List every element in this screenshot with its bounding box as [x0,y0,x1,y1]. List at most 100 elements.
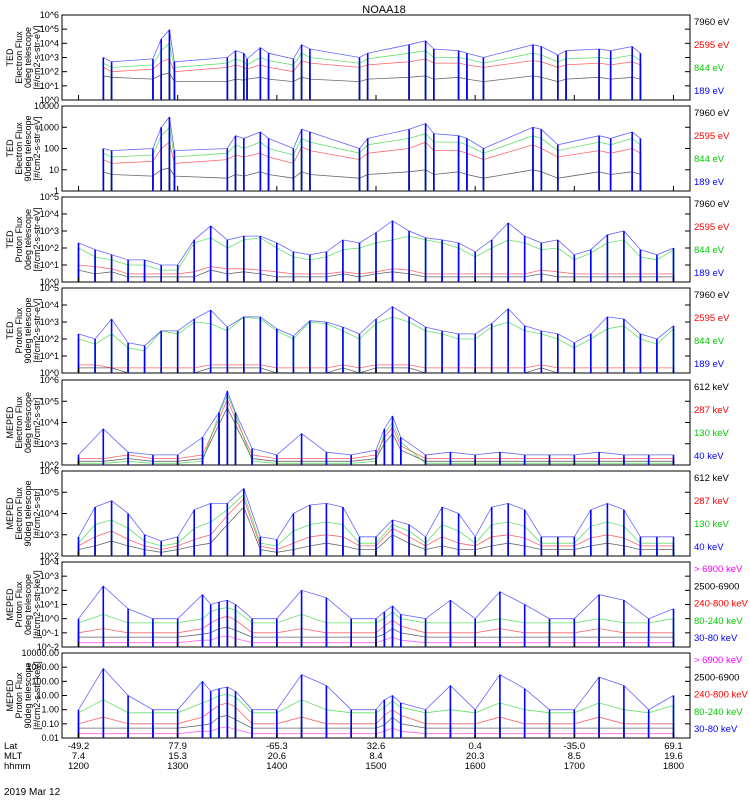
x-row-label: Lat [4,741,18,752]
legend-entry: 40 keV [694,451,724,462]
y-tick-label: 100 [44,144,59,154]
y-tick-label: 10^1 [40,600,59,610]
y-axis-label: TED [5,139,15,158]
legend-entry: 80-240 keV [694,616,743,627]
y-axis-label: 90deg telescope [23,480,33,546]
y-tick-label: 0.10 [41,719,59,729]
series-1 [102,72,642,100]
x-row-label: MLT [4,751,22,762]
series-5 [77,585,675,647]
series-5 [77,667,675,738]
y-axis-label: TED [5,48,15,67]
y-tick-label: 1000 [39,122,59,132]
y-tick-label: 10.00 [36,691,59,701]
y-tick-label: 10^3 [40,530,59,540]
legend-entry: 30-80 keV [694,633,738,644]
x-tick-label: 1600 [465,761,486,772]
panel-7: 10^-2 10^-1 10^0 10^1 10^2 10^3 10^4 MEPED Proto… [5,557,749,652]
legend-entry: 2500-6900 [694,581,739,592]
y-axis-label: 0deg telescope [23,27,33,88]
legend-entry: 30-80 keV [694,724,738,735]
y-axis-label: MEPED [5,679,15,712]
legend-entry: 844 eV [694,245,725,256]
y-tick-label: 1.00 [41,705,59,715]
y-tick-label: 10^3 [40,53,59,63]
legend-entry: 7960 eV [694,17,730,28]
y-axis-label: Electron Flux [14,396,24,449]
legend-entry: 130 keV [694,519,730,530]
series-line [103,167,641,179]
series-line [103,141,641,164]
series-line [78,306,674,347]
legend-entry: 7960 eV [694,290,730,301]
y-axis-label: [#/cm2-s-str-eV] [32,116,42,180]
y-axis-label: 0deg telescope [23,574,33,635]
y-tick-label: 10^0 [40,614,59,624]
y-tick-label: 10^5 [40,396,59,406]
series-4 [77,306,675,373]
y-tick-label: 10^1 [40,81,59,91]
y-axis-label: [#/cm2-s-str-keV] [32,570,42,639]
panel-2: 1 10 100 1000 10000 TED Electron Flux 90deg tel… [5,101,730,196]
x-tick-label: 15.3 [168,751,187,762]
y-tick-label: 10 [49,165,59,175]
y-tick-label: 10^3 [40,226,59,236]
panels: 10^0 10^1 10^2 10^3 10^4 10^5 10^6 TED Electron … [5,10,749,743]
x-tick-label: 1800 [663,761,684,772]
y-tick-label: 10^4 [40,38,59,48]
y-tick-label: 10000 [34,101,59,111]
y-axis-label: 0deg telescope [23,209,33,270]
y-tick-label: 10^2 [40,460,59,470]
legend-entry: > 6900 keV [694,655,743,666]
y-tick-label: 10^5 [40,487,59,497]
series-line [78,626,674,638]
series-4 [102,116,642,191]
legend-entry: 2595 eV [694,222,730,233]
series-4 [77,220,675,282]
series-4 [77,487,675,556]
x-tick-label: 7.4 [72,751,85,762]
legend-entry: 844 eV [694,63,725,74]
x-row-label: hhmm [4,761,30,772]
series-line [78,487,674,542]
y-tick-label: 100.00 [31,676,59,686]
series-line [78,607,674,624]
x-tick-label: 32.6 [367,741,386,752]
x-tick-label: -65.3 [266,741,288,752]
legend-entry: 2595 eV [694,313,730,324]
y-tick-label: 10^5 [40,24,59,34]
y-axis-label: 90deg telescope [23,662,33,728]
panel-8: 0.01 0.10 1.00 10.00 100.00 1000.00 10000.00 ME… [5,648,749,743]
legend-entry: 612 keV [694,473,730,484]
y-tick-label: 0.01 [41,733,59,743]
y-tick-label: 10^2 [40,334,59,344]
y-axis-label: [#/cm2-s-str-eV] [32,298,42,362]
y-tick-label: 1 [54,186,59,196]
series-line [78,635,674,644]
series-4 [102,28,642,100]
legend-entry: 844 eV [694,336,725,347]
x-tick-label: 8.4 [369,751,382,762]
series-line [103,72,641,83]
legend-entry: 240-800 keV [694,690,749,701]
legend-entry: 189 eV [694,359,725,370]
panel-frame [61,105,691,192]
x-tick-label: 20.3 [466,751,485,762]
y-tick-label: 10^0 [40,368,59,378]
y-axis-label: 0deg telescope [23,392,33,453]
legend-entry: 130 keV [694,428,730,439]
x-tick-label: 1500 [365,761,386,772]
y-tick-label: 10^2 [40,551,59,561]
legend-entry: 2595 eV [694,131,730,142]
series-line [78,615,674,634]
y-tick-label: 10^6 [40,375,59,385]
y-axis-label: Proton Flux [14,216,24,263]
y-tick-label: 10^5 [40,283,59,293]
series-line [103,42,641,68]
y-axis-label: TED [5,230,15,249]
x-tick-label: 1200 [68,761,89,772]
y-tick-label: 10000.00 [21,648,59,658]
x-tick-label: 8.5 [568,751,581,762]
y-axis-label: TED [5,321,15,340]
x-tick-label: -49.2 [68,741,90,752]
